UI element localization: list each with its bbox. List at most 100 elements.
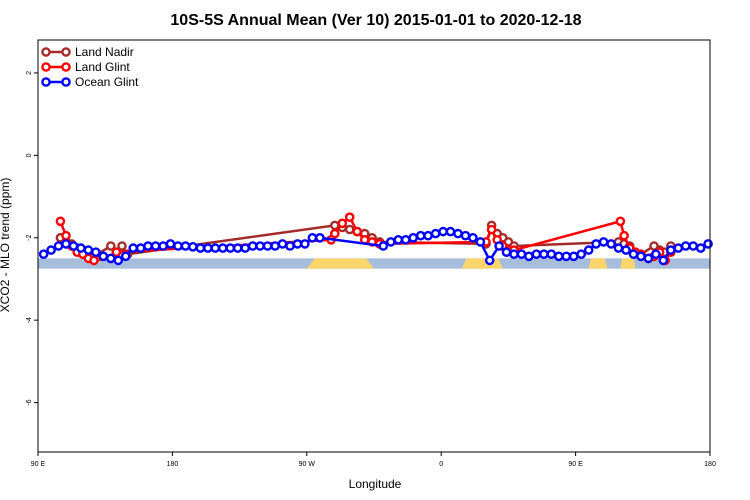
y-tick-label-1: 0	[26, 153, 33, 157]
point-ocean-glint-3	[61, 239, 71, 249]
point-ocean-glint-68	[606, 239, 616, 249]
point-ocean-glint-56	[516, 249, 527, 259]
x-tick-label-4: 90 E	[568, 461, 583, 468]
point-ocean-glint-44	[423, 230, 433, 241]
legend-label-land-glint: Land Glint	[75, 60, 130, 74]
point-ocean-glint-50	[468, 232, 478, 243]
point-ocean-glint-61	[554, 251, 564, 262]
point-ocean-glint-47	[445, 226, 456, 237]
point-land-glint-11	[337, 218, 348, 229]
land-segment-2	[588, 258, 608, 269]
x-tick-label-1: 180	[167, 461, 179, 468]
point-ocean-glint-65	[583, 245, 594, 255]
point-ocean-glint-12	[128, 243, 138, 253]
point-land-glint-24	[619, 230, 629, 241]
point-ocean-glint-43	[415, 230, 426, 241]
point-ocean-glint-23	[210, 243, 221, 253]
land-segment-0	[306, 258, 374, 269]
point-land-glint-12	[344, 212, 355, 222]
point-ocean-glint-4	[68, 241, 79, 251]
point-ocean-glint-70	[621, 245, 631, 255]
point-ocean-glint-22	[203, 243, 213, 253]
point-ocean-glint-38	[378, 241, 389, 251]
y-tick-label-4: -6	[26, 399, 33, 405]
point-ocean-glint-76	[666, 245, 676, 255]
point-land-glint-0	[55, 216, 66, 227]
point-land-nadir-6	[106, 241, 116, 251]
point-ocean-glint-29	[255, 241, 265, 251]
point-ocean-glint-20	[188, 241, 198, 252]
point-ocean-glint-17	[165, 239, 176, 249]
point-ocean-glint-62	[561, 251, 572, 262]
point-ocean-glint-66	[591, 239, 601, 249]
axes: 90 E 180 90 W 0 90 E 180 2 0 -2 -4 -6	[26, 71, 716, 468]
point-ocean-glint-63	[568, 251, 579, 262]
point-ocean-glint-0	[38, 249, 49, 259]
point-ocean-glint-77	[673, 243, 684, 253]
point-ocean-glint-69	[613, 243, 624, 253]
series-ocean-glint	[38, 226, 713, 266]
x-tick-label-3: 0	[439, 461, 443, 468]
point-land-nadir-8	[117, 241, 127, 251]
point-ocean-glint-80	[695, 243, 706, 253]
point-ocean-glint-15	[150, 241, 161, 251]
point-land-nadir-12	[344, 224, 355, 235]
point-land-glint-8	[111, 247, 122, 257]
point-ocean-glint-73	[643, 253, 654, 264]
point-ocean-glint-37	[315, 232, 325, 243]
point-ocean-glint-36	[307, 232, 318, 243]
land-segment-3	[620, 258, 636, 269]
point-ocean-glint-72	[636, 251, 646, 262]
point-ocean-glint-53	[494, 241, 504, 251]
point-ocean-glint-18	[173, 241, 183, 251]
point-ocean-glint-58	[531, 249, 542, 259]
x-tick-label-0: 90 E	[31, 461, 46, 468]
point-ocean-glint-21	[195, 243, 206, 253]
legend-marker-right-land-glint	[61, 62, 71, 72]
point-ocean-glint-45	[430, 228, 441, 239]
point-ocean-glint-27	[240, 243, 250, 253]
legend-marker-left-land-nadir	[41, 47, 51, 57]
legend-label-ocean-glint: Ocean Glint	[75, 75, 139, 89]
point-ocean-glint-40	[393, 234, 404, 245]
y-tick-label-2: -2	[26, 235, 33, 241]
point-ocean-glint-74	[651, 249, 661, 259]
legend-label-land-nadir: Land Nadir	[75, 45, 134, 59]
point-land-glint-13	[352, 226, 363, 237]
point-ocean-glint-34	[292, 239, 303, 249]
point-ocean-glint-55	[509, 249, 519, 259]
point-ocean-glint-67	[598, 237, 609, 247]
legend-marker-left-land-glint	[41, 62, 51, 72]
legend-entry-ocean-glint: Ocean Glint	[41, 75, 139, 89]
point-ocean-glint-9	[106, 253, 116, 264]
legend-entry-land-glint: Land Glint	[41, 60, 130, 74]
legend-marker-left-ocean-glint	[41, 77, 51, 87]
y-tick-label-0: 2	[26, 71, 33, 75]
point-ocean-glint-52	[484, 255, 495, 266]
point-ocean-glint-26	[232, 243, 243, 253]
point-ocean-glint-33	[285, 241, 295, 251]
point-ocean-glint-75	[658, 255, 669, 266]
point-land-nadir-10	[329, 220, 340, 231]
point-ocean-glint-64	[576, 249, 587, 259]
point-ocean-glint-25	[225, 243, 236, 253]
point-ocean-glint-6	[83, 245, 94, 255]
point-ocean-glint-8	[98, 251, 109, 262]
x-axis-label: Longitude	[349, 477, 402, 491]
point-ocean-glint-10	[113, 255, 124, 266]
ocean-band	[38, 258, 710, 269]
point-ocean-glint-35	[300, 239, 310, 249]
plot-series	[38, 212, 713, 266]
chart-title: 10S-5S Annual Mean (Ver 10) 2015-01-01 t…	[170, 12, 581, 29]
point-land-glint-10	[329, 228, 340, 239]
point-ocean-glint-1	[46, 245, 56, 255]
point-ocean-glint-46	[438, 226, 448, 237]
plot-frame	[37, 39, 711, 453]
point-ocean-glint-32	[277, 239, 288, 249]
point-ocean-glint-13	[135, 243, 146, 253]
point-ocean-glint-11	[120, 251, 131, 262]
point-ocean-glint-60	[546, 249, 557, 259]
point-ocean-glint-2	[53, 241, 64, 251]
point-ocean-glint-5	[76, 243, 86, 253]
land-segment-1	[461, 258, 503, 269]
